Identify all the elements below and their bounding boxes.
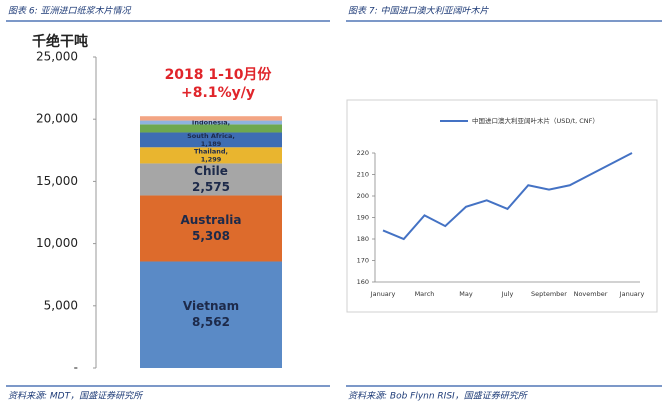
- x-tick-label: March: [415, 290, 435, 298]
- data-label: 8,562: [192, 315, 230, 329]
- y-tick-label: 210: [357, 171, 369, 179]
- legend-label: 中国进口澳大利亚阔叶木片（USD/t, CNF）: [472, 116, 599, 125]
- data-label: 5,308: [192, 229, 230, 243]
- y-tick-label: 170: [357, 257, 369, 265]
- y-tick-label: -: [74, 361, 78, 375]
- y-tick-label: 10,000: [36, 236, 78, 250]
- data-label: 1,189: [201, 140, 222, 148]
- figure-source: 资料来源: Bob Flynn RISI，国盛证券研究所: [348, 391, 529, 402]
- bar-segment: [140, 116, 282, 121]
- segment-name: Vietnam: [183, 299, 239, 313]
- bar-segment: [140, 132, 282, 148]
- y-tick-label: 20,000: [36, 112, 78, 126]
- y-tick-label: 220: [357, 149, 369, 157]
- y-tick-label: 160: [357, 278, 369, 286]
- y-tick-label: 15,000: [36, 174, 78, 188]
- x-tick-label: January: [619, 290, 645, 298]
- y-tick-label: 25,000: [36, 50, 78, 64]
- x-tick-label: November: [574, 290, 608, 298]
- figure-caption: 图表 6: 亚洲进口纸浆木片情况: [8, 6, 131, 17]
- y-tick-label: 200: [357, 192, 369, 200]
- bar-segment: [140, 120, 282, 125]
- y-tick-label: 180: [357, 235, 369, 243]
- bar-segment: [140, 195, 282, 262]
- segment-name: Chile: [194, 164, 228, 178]
- y-tick-label: 5,000: [44, 298, 78, 312]
- segment-name: Thailand,: [194, 147, 228, 155]
- segment-name: South Africa,: [187, 132, 235, 140]
- bar-segment: [140, 261, 282, 368]
- figure-source: 资料来源: MDT，国盛证券研究所: [8, 391, 144, 402]
- bar-segment: [140, 124, 282, 133]
- annotation: 2018 1-10月份: [165, 66, 273, 83]
- annotation: +8.1%y/y: [181, 85, 255, 101]
- chart-frame: [346, 99, 658, 313]
- x-tick-label: January: [370, 290, 396, 298]
- x-tick-label: September: [531, 290, 567, 298]
- line-series: [382, 152, 633, 241]
- x-tick-label: May: [459, 290, 473, 298]
- bar-segment: [140, 147, 282, 164]
- data-label: 2,575: [192, 180, 230, 194]
- x-tick-label: July: [501, 290, 514, 298]
- segment-name: Indonesia,: [192, 118, 230, 126]
- y-tick-label: 190: [357, 214, 369, 222]
- segment-name: Australia: [180, 213, 241, 227]
- data-label: 1,299: [201, 155, 222, 163]
- bar-segment: [140, 163, 282, 196]
- figure-caption: 图表 7: 中国进口澳大利亚阔叶木片: [348, 6, 489, 17]
- y-axis-label: 千绝干吨: [32, 33, 88, 50]
